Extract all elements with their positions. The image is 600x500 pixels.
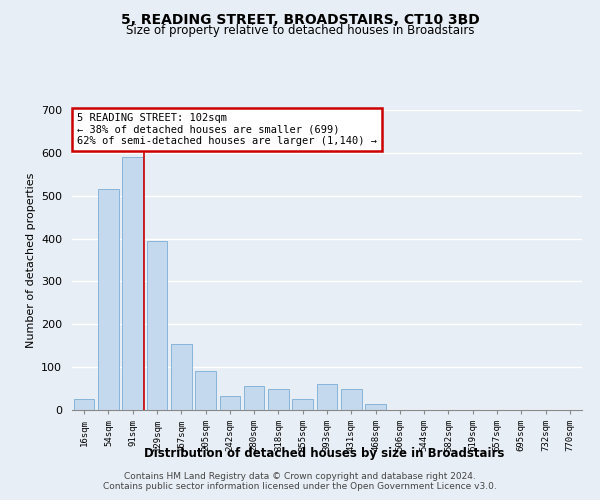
Bar — [74, 400, 94, 410]
Text: Contains HM Land Registry data © Crown copyright and database right 2024.: Contains HM Land Registry data © Crown c… — [124, 472, 476, 481]
Bar — [146, 240, 167, 410]
Text: Contains public sector information licensed under the Open Government Licence v3: Contains public sector information licen… — [103, 482, 497, 491]
Bar — [122, 157, 143, 410]
Text: 5, READING STREET, BROADSTAIRS, CT10 3BD: 5, READING STREET, BROADSTAIRS, CT10 3BD — [121, 12, 479, 26]
Bar — [365, 404, 386, 410]
Text: Distribution of detached houses by size in Broadstairs: Distribution of detached houses by size … — [144, 448, 504, 460]
Bar — [292, 400, 313, 410]
Y-axis label: Number of detached properties: Number of detached properties — [26, 172, 35, 348]
Text: 5 READING STREET: 102sqm
← 38% of detached houses are smaller (699)
62% of semi-: 5 READING STREET: 102sqm ← 38% of detach… — [77, 113, 377, 146]
Bar — [268, 388, 289, 410]
Bar — [220, 396, 240, 410]
Bar — [317, 384, 337, 410]
Bar — [98, 190, 119, 410]
Text: Size of property relative to detached houses in Broadstairs: Size of property relative to detached ho… — [126, 24, 474, 37]
Bar — [171, 344, 191, 410]
Bar — [244, 386, 265, 410]
Bar — [341, 388, 362, 410]
Bar — [195, 372, 216, 410]
